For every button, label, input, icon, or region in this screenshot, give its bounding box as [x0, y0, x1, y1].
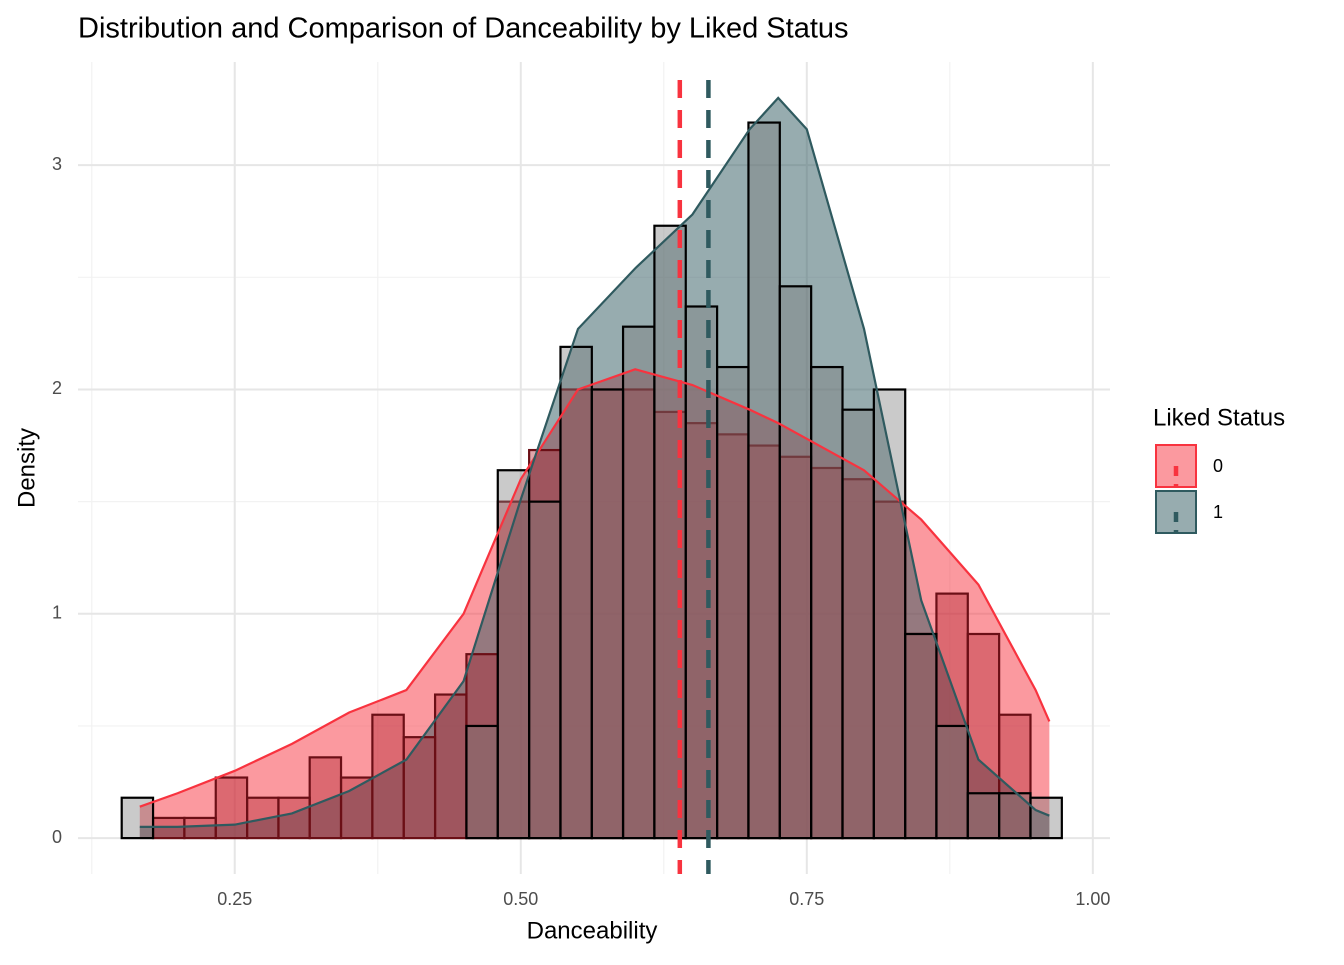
histogram-bar [277, 796, 311, 840]
histogram-bar [684, 305, 719, 840]
legend-title: Liked Status [1153, 404, 1285, 431]
histogram-bar [559, 345, 593, 840]
y-axis-label: Density [13, 428, 40, 508]
histogram-bar [496, 469, 531, 840]
density-area [139, 97, 1050, 839]
histogram-bar [747, 121, 781, 840]
histogram-bar [621, 325, 656, 840]
histogram-bar [1029, 796, 1063, 840]
histogram-bar [935, 724, 969, 840]
histogram-bar [590, 388, 625, 840]
histogram-bar [120, 796, 155, 840]
legend-label: 0 [1213, 456, 1223, 476]
x-tick-label: 1.00 [1075, 889, 1110, 909]
histogram-bar [966, 792, 1001, 840]
legend-label: 1 [1213, 502, 1223, 522]
histogram-bar [841, 478, 875, 840]
histogram-bar [433, 693, 468, 840]
density-line [139, 368, 1051, 808]
histogram-bar [810, 365, 844, 840]
x-tick-label: 0.50 [503, 889, 538, 909]
histogram-bar [308, 756, 343, 840]
histogram-bar [841, 408, 875, 840]
density-line [139, 96, 1050, 828]
x-axis-label: Danceability [527, 917, 658, 944]
y-tick-label: 3 [52, 154, 62, 174]
histogram-bar [528, 500, 562, 840]
histogram-bar [183, 816, 217, 840]
y-tick-label: 0 [52, 827, 62, 847]
histogram-bar [872, 388, 907, 840]
chart-title: Distribution and Comparison of Danceabil… [78, 13, 849, 45]
legend-key [1155, 444, 1197, 488]
histogram-bar [151, 816, 186, 840]
x-tick-label: 0.75 [789, 889, 824, 909]
histogram-bar [810, 466, 844, 840]
histogram-bar [214, 776, 249, 840]
y-tick-label: 2 [52, 378, 62, 398]
histogram-bar [716, 365, 750, 840]
histogram-bar [465, 724, 499, 840]
histogram-bar [590, 388, 625, 840]
x-tick-label: 0.25 [217, 889, 252, 909]
histogram-bar [402, 736, 437, 840]
histogram-bar [778, 285, 813, 840]
y-tick-label: 1 [52, 603, 62, 623]
histogram-bar [904, 632, 938, 840]
